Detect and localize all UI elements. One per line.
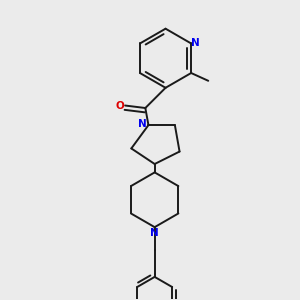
Text: N: N — [190, 38, 199, 48]
Text: N: N — [139, 118, 147, 129]
Text: N: N — [150, 228, 159, 239]
Text: O: O — [115, 100, 124, 110]
